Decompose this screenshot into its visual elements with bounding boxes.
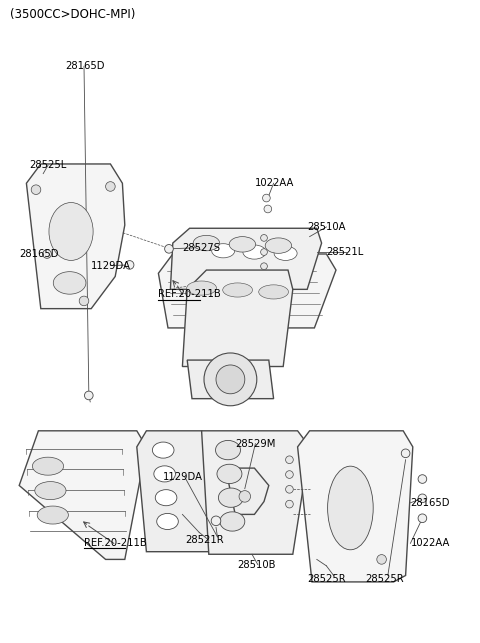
Circle shape (377, 555, 386, 564)
Ellipse shape (274, 246, 297, 260)
Ellipse shape (156, 490, 177, 505)
Polygon shape (202, 431, 310, 554)
Ellipse shape (153, 442, 174, 458)
Circle shape (211, 516, 221, 525)
Polygon shape (158, 254, 336, 328)
Polygon shape (137, 431, 218, 552)
Text: 28525R: 28525R (365, 574, 403, 584)
Text: 28165D: 28165D (65, 61, 104, 71)
Ellipse shape (35, 482, 66, 500)
Text: 28165D: 28165D (19, 249, 59, 259)
Circle shape (263, 194, 270, 202)
Ellipse shape (216, 440, 240, 460)
Circle shape (216, 365, 245, 394)
Ellipse shape (37, 506, 69, 524)
Circle shape (84, 391, 93, 400)
Circle shape (286, 471, 293, 478)
Ellipse shape (265, 238, 291, 253)
Text: 28529M: 28529M (235, 439, 276, 449)
Circle shape (418, 475, 427, 484)
Text: 28521R: 28521R (185, 535, 223, 545)
Circle shape (239, 491, 251, 502)
Ellipse shape (223, 283, 252, 297)
Circle shape (204, 353, 257, 406)
Ellipse shape (327, 466, 373, 550)
Ellipse shape (53, 271, 86, 294)
Circle shape (286, 485, 293, 493)
Polygon shape (194, 238, 319, 328)
Polygon shape (182, 270, 293, 367)
Polygon shape (26, 164, 125, 309)
Ellipse shape (193, 235, 219, 251)
Ellipse shape (229, 237, 255, 252)
Ellipse shape (217, 464, 242, 484)
Circle shape (401, 449, 410, 458)
Ellipse shape (156, 513, 179, 529)
Circle shape (261, 249, 267, 255)
Polygon shape (226, 468, 269, 514)
Circle shape (286, 500, 293, 508)
Polygon shape (187, 360, 274, 399)
Text: 1022AA: 1022AA (254, 178, 294, 188)
Text: 1129DA: 1129DA (163, 472, 203, 482)
Text: 28525R: 28525R (307, 574, 346, 584)
Polygon shape (170, 228, 322, 289)
Circle shape (261, 235, 267, 241)
Ellipse shape (187, 281, 216, 295)
Text: 28510A: 28510A (307, 222, 346, 232)
Circle shape (286, 456, 293, 464)
Text: 28525L: 28525L (29, 160, 66, 170)
Text: REF.20-211B: REF.20-211B (84, 538, 147, 548)
Text: 28527S: 28527S (182, 242, 220, 253)
Circle shape (165, 244, 173, 253)
Ellipse shape (243, 245, 266, 259)
Polygon shape (298, 431, 413, 582)
Ellipse shape (49, 203, 93, 260)
Circle shape (31, 185, 41, 194)
Circle shape (106, 182, 115, 191)
Ellipse shape (212, 244, 235, 258)
Polygon shape (19, 431, 146, 559)
Circle shape (43, 249, 51, 258)
Text: 1022AA: 1022AA (410, 538, 450, 548)
Text: REF.20-211B: REF.20-211B (158, 289, 221, 300)
Ellipse shape (154, 466, 176, 482)
Text: (3500CC>DOHC-MPI): (3500CC>DOHC-MPI) (10, 8, 135, 21)
Text: 1129DA: 1129DA (91, 260, 131, 271)
Ellipse shape (259, 285, 288, 299)
Circle shape (261, 263, 267, 269)
Ellipse shape (220, 512, 245, 531)
Ellipse shape (32, 457, 63, 475)
Circle shape (264, 205, 272, 213)
Circle shape (418, 494, 427, 503)
Text: 28521L: 28521L (326, 247, 364, 257)
Text: 28510B: 28510B (238, 559, 276, 570)
Circle shape (418, 514, 427, 523)
Ellipse shape (218, 488, 243, 507)
Text: 28165D: 28165D (410, 498, 450, 508)
Circle shape (125, 260, 134, 269)
Circle shape (79, 296, 89, 305)
